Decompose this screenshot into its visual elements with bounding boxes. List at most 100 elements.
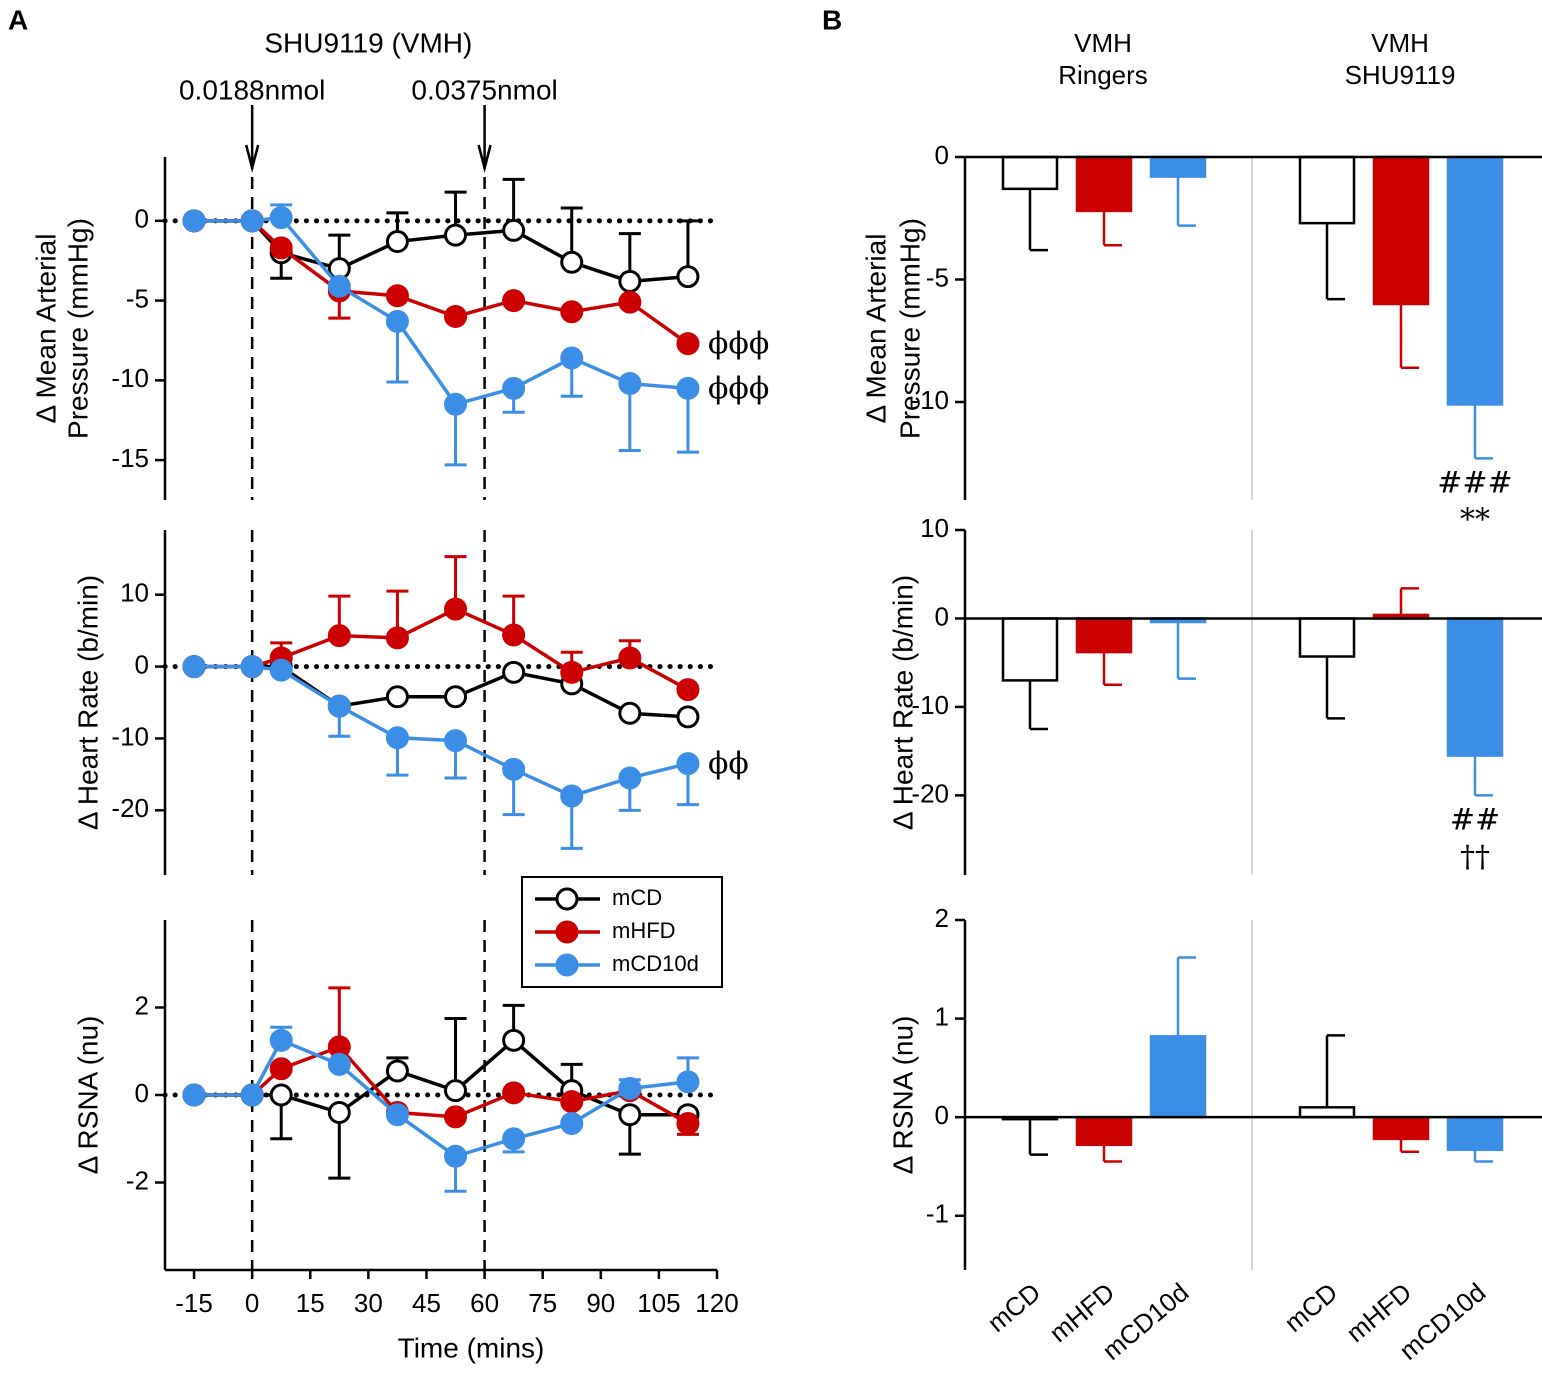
marker: [676, 332, 700, 356]
legend-marker: [555, 920, 579, 944]
marker: [618, 646, 642, 670]
marker: [560, 1090, 584, 1114]
y-axis-label: Δ Mean Arterial: [860, 234, 891, 424]
y-tick-label: -10: [911, 385, 949, 415]
y-tick-label: 0: [135, 649, 149, 679]
legend-label: mCD: [612, 885, 662, 910]
y-tick-label: -10: [911, 690, 949, 720]
marker: [269, 236, 293, 260]
bar: [1075, 155, 1133, 213]
marker: [444, 597, 468, 621]
marker: [385, 626, 409, 650]
marker: [444, 729, 468, 753]
marker: [560, 784, 584, 808]
marker: [385, 309, 409, 333]
marker: [502, 660, 526, 684]
marker: [385, 230, 409, 254]
series-line: [194, 215, 689, 407]
bar: [1001, 617, 1059, 682]
marker: [182, 1083, 206, 1107]
marker: [240, 655, 264, 679]
y-axis-label: Pressure (mmHg): [62, 218, 93, 439]
x-tick-label: 105: [637, 1288, 680, 1318]
bar: [1075, 617, 1133, 654]
series-line: [194, 664, 689, 719]
bar: [1298, 617, 1356, 658]
y-tick-label: 0: [135, 204, 149, 234]
marker: [269, 206, 293, 230]
y-axis-label: Δ RSNA (nu): [887, 1016, 918, 1175]
series-line: [194, 1044, 689, 1125]
marker: [618, 372, 642, 396]
marker: [327, 624, 351, 648]
marker: [560, 250, 584, 274]
bar: [1075, 1115, 1133, 1147]
marker: [444, 1144, 468, 1168]
chart-title: SHU9119 (VMH): [264, 27, 472, 58]
panel-label: B: [822, 4, 842, 35]
annotation: ††: [1460, 839, 1490, 874]
panel-label: A: [8, 4, 28, 35]
bar: [1149, 1035, 1207, 1119]
x-tick-label: -15: [175, 1288, 213, 1318]
marker: [269, 1057, 293, 1081]
annotation: **: [1460, 502, 1490, 537]
y-tick-label: -2: [126, 1165, 149, 1195]
x-tick-label: 45: [412, 1288, 441, 1318]
marker: [327, 274, 351, 298]
marker: [618, 766, 642, 790]
marker: [385, 1103, 409, 1127]
marker: [240, 209, 264, 233]
group-label: VMH: [1371, 28, 1429, 58]
bar: [1446, 1115, 1504, 1151]
series-line: [194, 1038, 689, 1159]
marker: [502, 289, 526, 313]
marker: [269, 658, 293, 682]
marker: [502, 376, 526, 400]
arrow-head: [477, 144, 492, 173]
y-tick-label: 0: [935, 1100, 949, 1130]
marker: [444, 223, 468, 247]
marker: [182, 209, 206, 233]
marker: [269, 1028, 293, 1052]
legend-label: mCD10d: [612, 951, 699, 976]
marker: [618, 269, 642, 293]
x-tick-label: 90: [586, 1288, 615, 1318]
bar: [1446, 155, 1504, 406]
marker: [385, 1059, 409, 1083]
bar: [1001, 155, 1059, 191]
marker: [502, 1127, 526, 1151]
annotation: 0.0375nmol: [411, 74, 557, 105]
marker: [502, 1081, 526, 1105]
bar: [1298, 155, 1356, 225]
marker: [385, 685, 409, 709]
x-tick-label: 120: [695, 1288, 738, 1318]
marker: [182, 655, 206, 679]
y-tick-label: 10: [120, 578, 149, 608]
marker: [502, 218, 526, 242]
legend-label: mHFD: [612, 918, 676, 943]
y-tick-label: 1: [935, 1001, 949, 1031]
bar: [1372, 155, 1430, 306]
marker: [618, 1076, 642, 1100]
marker: [444, 392, 468, 416]
x-tick-label: 60: [470, 1288, 499, 1318]
legend-marker: [555, 887, 579, 911]
y-axis-label: Δ Mean Arterial: [30, 234, 61, 424]
marker: [676, 705, 700, 729]
group-label: SHU9119: [1345, 60, 1456, 90]
legend-marker: [555, 953, 579, 977]
annotation: ϕϕ: [708, 747, 749, 782]
y-tick-label: -15: [111, 443, 149, 473]
arrow-head: [244, 144, 260, 173]
marker: [560, 1111, 584, 1135]
x-tick-label: mCD: [1279, 1277, 1344, 1338]
bar: [1446, 617, 1504, 757]
series-line: [194, 607, 689, 692]
series-line: [194, 664, 689, 798]
marker: [444, 305, 468, 329]
marker: [444, 685, 468, 709]
y-tick-label: -20: [911, 778, 949, 808]
bar: [1372, 1115, 1430, 1141]
